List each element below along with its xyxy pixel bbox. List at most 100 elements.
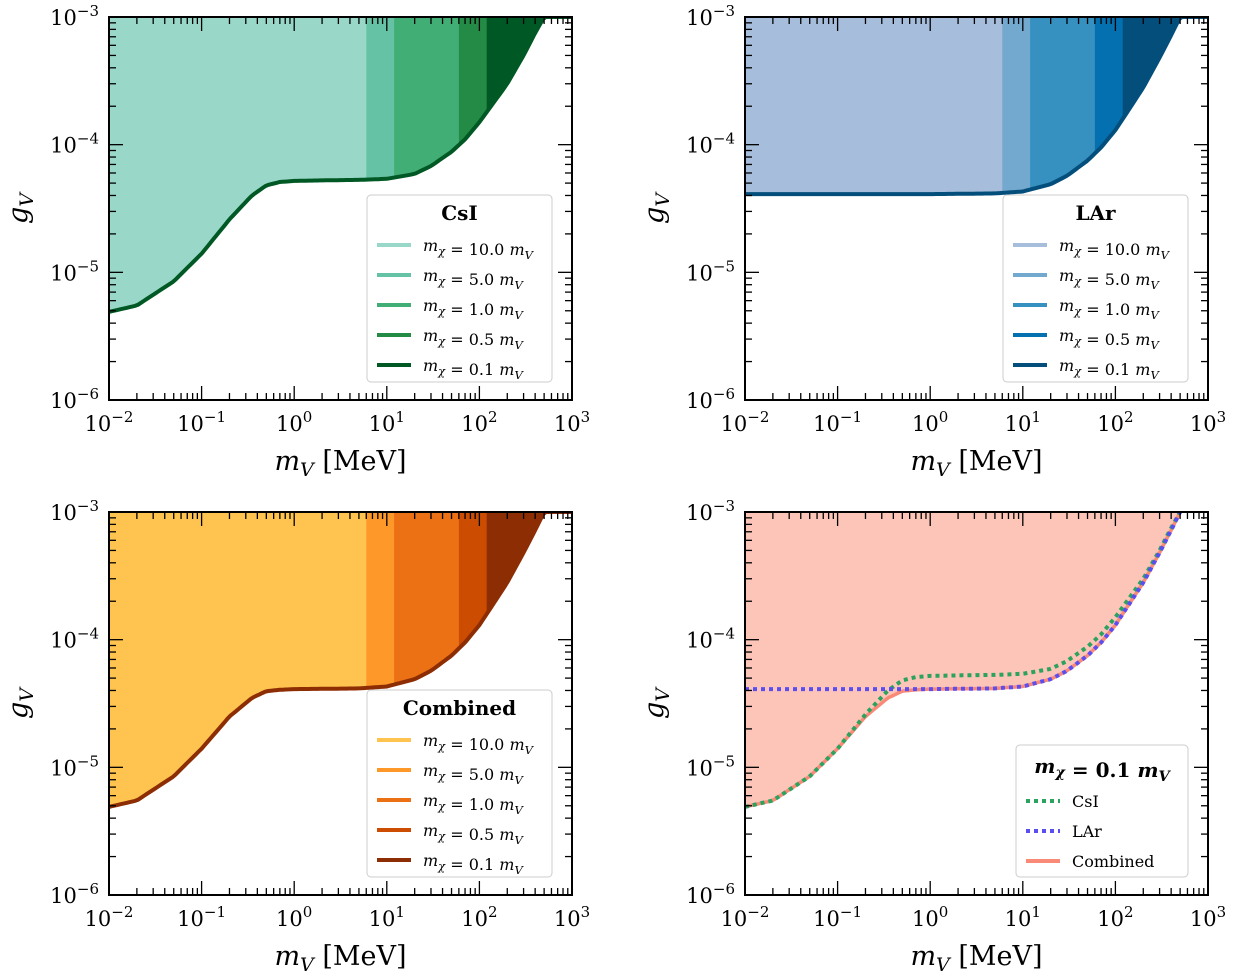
panel-4: 10−2 10−1 100 101 102 103 10−6 10−5 10−4 10−3 mV [… bbox=[639, 497, 1226, 976]
y-axis-label: gV bbox=[639, 686, 674, 719]
x-tick-label: 10−1 bbox=[177, 903, 226, 931]
legend-entry: CsI bbox=[1072, 792, 1099, 811]
x-tick-label: 102 bbox=[1097, 903, 1133, 931]
x-tick-label: 102 bbox=[461, 903, 497, 931]
legend-box bbox=[1015, 744, 1189, 878]
legend-box bbox=[366, 689, 553, 878]
legend-entry: mχ = 5.0 mV bbox=[423, 761, 524, 787]
panel-1: 10−2 10−1 100 101 102 103 10−6 10−5 10−4 10−3 mV [… bbox=[3, 2, 590, 481]
x-tick-label: 10−1 bbox=[813, 903, 862, 931]
boundary-line bbox=[109, 17, 572, 314]
x-tick-label: 10−2 bbox=[85, 408, 134, 436]
x-tick-label: 101 bbox=[1005, 408, 1041, 436]
x-tick-label: 102 bbox=[1097, 408, 1133, 436]
x-tick-label: 10−2 bbox=[85, 903, 134, 931]
x-tick-label: 10−1 bbox=[813, 408, 862, 436]
y-tick-label: 10−3 bbox=[686, 497, 735, 525]
legend-title: LAr bbox=[1075, 201, 1116, 225]
legend-entry: mχ = 5.0 mV bbox=[423, 266, 524, 292]
x-tick-label: 103 bbox=[554, 408, 590, 436]
excluded-region bbox=[745, 512, 1181, 807]
x-tick-label: 10−2 bbox=[721, 903, 770, 931]
y-tick-label: 10−5 bbox=[50, 752, 99, 780]
legend: Combined mχ = 10.0 mV mχ = 5.0 mV mχ = 1.0 … bbox=[366, 689, 553, 878]
axes-frame bbox=[744, 511, 1209, 896]
legend-entry: mχ = 5.0 mV bbox=[1059, 266, 1160, 292]
legend-entry: mχ = 10.0 mV bbox=[423, 236, 535, 262]
axes-frame bbox=[108, 511, 573, 896]
legend-entry: Combined bbox=[1072, 852, 1154, 871]
y-tick-label: 10−4 bbox=[50, 130, 99, 158]
y-tick-label: 10−6 bbox=[686, 385, 735, 413]
plot-area bbox=[109, 17, 572, 314]
y-axis-label: gV bbox=[3, 686, 38, 719]
legend-entry: mχ = 0.5 mV bbox=[1059, 326, 1160, 352]
x-tick-label: 101 bbox=[369, 408, 405, 436]
x-tick-label: 103 bbox=[1190, 903, 1226, 931]
y-tick-label: 10−5 bbox=[686, 257, 735, 285]
legend-entry: mχ = 0.1 mV bbox=[423, 356, 524, 382]
x-axis-label: mV [MeV] bbox=[910, 446, 1042, 481]
y-axis-label: gV bbox=[3, 191, 38, 224]
y-tick-label: 10−4 bbox=[686, 625, 735, 653]
x-tick-label: 103 bbox=[1190, 408, 1226, 436]
legend-box bbox=[1002, 194, 1189, 383]
legend-entry: mχ = 0.5 mV bbox=[423, 326, 524, 352]
legend: CsI mχ = 10.0 mV mχ = 5.0 mV mχ = 1.0 mV mχ … bbox=[366, 194, 553, 383]
region-series-1 bbox=[745, 17, 1003, 195]
y-tick-label: 10−6 bbox=[50, 880, 99, 908]
region-series-1 bbox=[109, 512, 367, 807]
y-tick-label: 10−5 bbox=[686, 752, 735, 780]
y-tick-label: 10−3 bbox=[50, 497, 99, 525]
y-tick-label: 10−6 bbox=[686, 880, 735, 908]
y-tick-label: 10−4 bbox=[686, 130, 735, 158]
legend-entry: LAr bbox=[1072, 822, 1102, 841]
y-tick-label: 10−4 bbox=[50, 625, 99, 653]
legend: mχ = 0.1 mV CsI LAr Combined bbox=[1015, 744, 1189, 878]
x-tick-label: 100 bbox=[276, 408, 312, 436]
axes-frame bbox=[744, 16, 1209, 401]
x-tick-label: 100 bbox=[912, 903, 948, 931]
legend-entry: mχ = 0.1 mV bbox=[423, 851, 524, 877]
x-tick-label: 10−2 bbox=[721, 408, 770, 436]
axes-frame bbox=[108, 16, 573, 401]
legend-entry: mχ = 0.1 mV bbox=[1059, 356, 1160, 382]
legend-title: CsI bbox=[441, 201, 478, 225]
ticks bbox=[108, 511, 573, 896]
panel-2: 10−2 10−1 100 101 102 103 10−6 10−5 10−4 10−3 mV [… bbox=[639, 2, 1226, 481]
x-axis-label: mV [MeV] bbox=[910, 941, 1042, 976]
x-tick-label: 101 bbox=[1005, 903, 1041, 931]
legend-entry: mχ = 10.0 mV bbox=[423, 731, 535, 757]
x-tick-label: 100 bbox=[276, 903, 312, 931]
boundary-line bbox=[109, 512, 572, 809]
x-axis-label: mV [MeV] bbox=[274, 941, 406, 976]
region-series-1 bbox=[109, 17, 367, 312]
y-tick-label: 10−5 bbox=[50, 257, 99, 285]
ticks bbox=[744, 511, 1209, 896]
series-line-csi bbox=[745, 512, 1182, 809]
y-tick-label: 10−3 bbox=[50, 2, 99, 30]
x-tick-label: 10−1 bbox=[177, 408, 226, 436]
plot-area bbox=[745, 17, 1208, 197]
legend-entry: mχ = 10.0 mV bbox=[1059, 236, 1171, 262]
legend-title: mχ = 0.1 mV bbox=[1034, 754, 1171, 785]
y-tick-label: 10−6 bbox=[50, 385, 99, 413]
legend-entry: mχ = 1.0 mV bbox=[1059, 296, 1160, 322]
legend-box bbox=[366, 194, 553, 383]
series-line-lar bbox=[745, 512, 1182, 692]
y-tick-label: 10−3 bbox=[686, 2, 735, 30]
legend-entry: mχ = 1.0 mV bbox=[423, 791, 524, 817]
plot-area bbox=[109, 512, 572, 809]
legend-entry: mχ = 1.0 mV bbox=[423, 296, 524, 322]
panel-3: 10−2 10−1 100 101 102 103 10−6 10−5 10−4 10−3 mV [… bbox=[3, 497, 590, 976]
x-tick-label: 102 bbox=[461, 408, 497, 436]
legend-entry: mχ = 0.5 mV bbox=[423, 821, 524, 847]
ticks bbox=[744, 16, 1209, 401]
x-tick-label: 100 bbox=[912, 408, 948, 436]
plot-area bbox=[745, 512, 1182, 809]
legend: LAr mχ = 10.0 mV mχ = 5.0 mV mχ = 1.0 mV mχ … bbox=[1002, 194, 1189, 383]
y-axis-label: gV bbox=[639, 191, 674, 224]
ticks bbox=[108, 16, 573, 401]
x-tick-label: 101 bbox=[369, 903, 405, 931]
